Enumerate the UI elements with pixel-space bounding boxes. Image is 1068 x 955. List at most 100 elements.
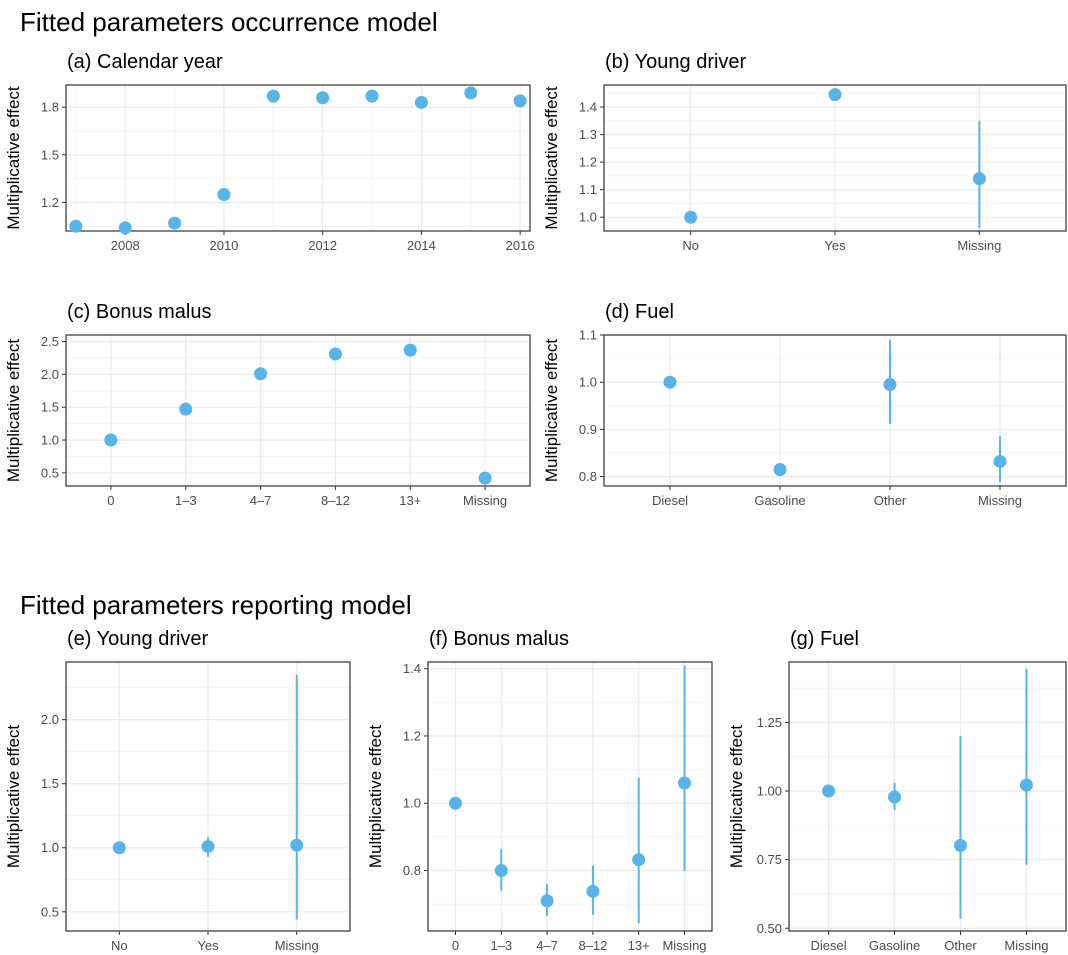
occurrence-section-title: Fitted parameters occurrence model xyxy=(20,7,438,37)
y-tick-label: 1.5 xyxy=(41,400,59,415)
data-point xyxy=(663,375,677,389)
x-tick-label: 2010 xyxy=(209,238,238,253)
data-point xyxy=(513,94,527,108)
x-tick-label: Gasoline xyxy=(869,938,920,953)
data-point xyxy=(118,221,132,235)
y-tick-label: 1.0 xyxy=(403,796,421,811)
y-tick-label: 1.0 xyxy=(41,433,59,448)
y-tick-label: 0.5 xyxy=(41,465,59,480)
data-point xyxy=(888,790,902,804)
y-tick-label: 1.4 xyxy=(579,100,597,115)
x-tick-label: Other xyxy=(874,493,907,508)
x-tick-label: Diesel xyxy=(811,938,847,953)
x-tick-label: 4–7 xyxy=(536,938,558,953)
y-tick-label: 0.8 xyxy=(403,863,421,878)
y-tick-label: 0.75 xyxy=(757,852,782,867)
y-tick-label: 1.2 xyxy=(403,728,421,743)
panels: 1.2 1.5 1.8 2008 2010 2012 2014 2016 (a) Calenda… xyxy=(4,51,1067,953)
y-axis-label: Multiplicative effect xyxy=(4,339,23,483)
y-axis-label: Multiplicative effect xyxy=(542,86,561,230)
y-axis-label: Multiplicative effect xyxy=(542,339,561,483)
y-tick-label: 1.2 xyxy=(579,155,597,170)
y-tick-label: 0.5 xyxy=(41,904,59,919)
x-tick-label: Missing xyxy=(463,493,507,508)
panel-c: 0.5 1.0 1.5 2.0 2.5 0 1–3 4–7 8–12 13+ Missing (c) … xyxy=(4,301,531,508)
x-tick-label: 2008 xyxy=(111,238,140,253)
panel-border xyxy=(427,661,713,932)
x-tick-label: 0 xyxy=(452,938,459,953)
data-point xyxy=(69,219,83,233)
x-tick-label: 1–3 xyxy=(175,493,197,508)
data-point xyxy=(290,838,304,852)
y-tick-label: 1.5 xyxy=(41,776,59,791)
y-axis-label: Multiplicative effect xyxy=(4,725,23,869)
x-tick-label: 8–12 xyxy=(321,493,350,508)
y-tick-label: 1.2 xyxy=(41,195,59,210)
x-tick-label: 1–3 xyxy=(490,938,512,953)
data-point xyxy=(972,172,986,186)
data-point xyxy=(104,433,118,447)
data-point xyxy=(632,853,646,867)
y-axis-label: Multiplicative effect xyxy=(366,725,385,869)
data-point xyxy=(684,210,698,224)
panel-g: 0.50 0.75 1.00 1.25 Diesel Gasoline Other Missi… xyxy=(727,628,1067,953)
data-point xyxy=(993,454,1007,468)
y-tick-label: 1.4 xyxy=(403,661,421,676)
data-point xyxy=(448,796,462,810)
y-tick-label: 1.3 xyxy=(579,127,597,142)
data-point xyxy=(112,841,126,855)
x-tick-label: 8–12 xyxy=(578,938,607,953)
y-tick-label: 0.8 xyxy=(579,469,597,484)
x-tick-label: Missing xyxy=(275,938,319,953)
panel-title: (f) Bonus malus xyxy=(429,628,569,650)
data-point xyxy=(266,89,280,103)
panel-title: (b) Young driver xyxy=(605,51,747,73)
data-point xyxy=(494,863,508,877)
x-tick-label: Gasoline xyxy=(754,493,805,508)
data-point xyxy=(403,343,417,357)
panel-e: 0.5 1.0 1.5 2.0 No Yes Missing (e) Young driver… xyxy=(4,628,351,953)
x-tick-label: Missing xyxy=(978,493,1022,508)
x-tick-label: Missing xyxy=(957,238,1001,253)
data-point xyxy=(822,784,836,798)
data-point xyxy=(478,471,492,485)
y-tick-label: 1.0 xyxy=(579,375,597,390)
panel-d: 0.8 0.9 1.0 1.1 Diesel Gasoline Other Missing (d… xyxy=(542,301,1067,508)
data-point xyxy=(201,839,215,853)
y-tick-label: 2.0 xyxy=(41,712,59,727)
x-tick-label: Yes xyxy=(197,938,219,953)
panel-title: (g) Fuel xyxy=(790,628,859,650)
panel-border xyxy=(788,661,1067,932)
y-axis-label: Multiplicative effect xyxy=(4,86,23,230)
x-tick-label: Missing xyxy=(662,938,706,953)
panel-border xyxy=(65,334,531,487)
panel-f: 0.8 1.0 1.2 1.4 0 1–3 4–7 8–12 13+ Missing (f) Bon… xyxy=(366,628,713,953)
data-point xyxy=(168,216,182,230)
y-tick-label: 1.25 xyxy=(757,715,782,730)
data-point xyxy=(586,884,600,898)
panel-border xyxy=(65,661,351,932)
data-point xyxy=(773,462,787,476)
reporting-section-title: Fitted parameters reporting model xyxy=(20,590,412,620)
data-point xyxy=(464,86,478,100)
y-tick-label: 1.0 xyxy=(579,210,597,225)
x-tick-label: Missing xyxy=(1004,938,1048,953)
y-tick-label: 1.00 xyxy=(757,784,782,799)
y-tick-label: 1.1 xyxy=(579,328,597,343)
data-point xyxy=(678,776,692,790)
data-point xyxy=(540,894,554,908)
panel-border xyxy=(603,84,1067,232)
data-point xyxy=(953,838,967,852)
x-tick-label: 13+ xyxy=(628,938,650,953)
panel-a: 1.2 1.5 1.8 2008 2010 2012 2014 2016 (a) Calenda… xyxy=(4,51,535,253)
panel-title: (e) Young driver xyxy=(67,628,209,650)
x-tick-label: 13+ xyxy=(399,493,421,508)
x-tick-label: 2016 xyxy=(506,238,535,253)
y-tick-label: 2.5 xyxy=(41,334,59,349)
data-point xyxy=(316,91,330,105)
x-tick-label: Other xyxy=(944,938,977,953)
panel-border xyxy=(603,334,1067,487)
y-tick-label: 0.50 xyxy=(757,921,782,936)
data-point xyxy=(328,347,342,361)
panel-border xyxy=(65,84,531,232)
